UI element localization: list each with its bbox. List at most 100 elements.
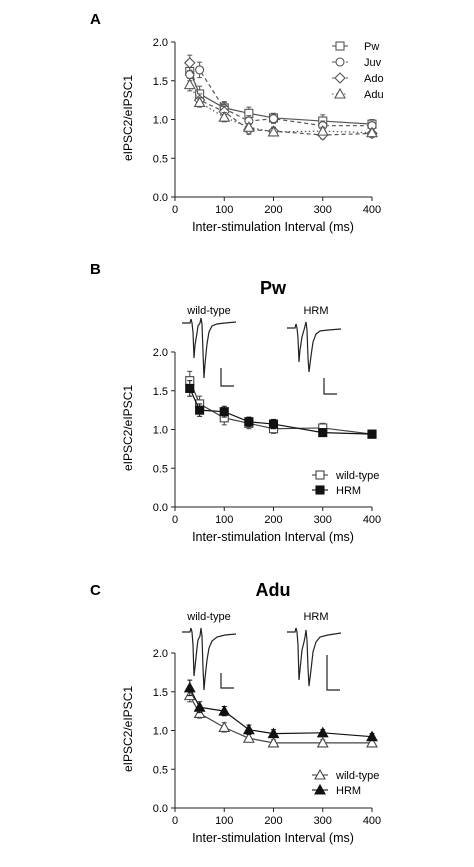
panel-b-series-line: [189, 380, 373, 435]
panel-c-title: Adu: [256, 580, 291, 600]
panel-a: A 0.0 0.5 1.0 1.5 2.0 0 100 200 300 400 eIPSC2/eI…: [90, 11, 384, 234]
legend-marker-pw: [335, 41, 345, 51]
panel-b-data-point: [367, 429, 377, 439]
panel-c-data-point: [366, 736, 378, 748]
panel-b-wildtype-trace: [182, 317, 237, 379]
panel-c-traces: [182, 627, 342, 691]
panel-c-data-point: [218, 704, 231, 716]
legend-marker-wild-type: [315, 470, 325, 480]
panel-c-series-hrm: [183, 679, 378, 742]
panel-a-data-point: [268, 114, 279, 124]
legend-label-ado: Ado: [364, 73, 384, 85]
panel-c-series-line: [189, 687, 373, 738]
panel-b-title: Pw: [260, 278, 287, 298]
panel-b-x-tick-label: 0: [172, 514, 178, 526]
panel-c-x-tick-label: 300: [314, 815, 332, 827]
panel-a-y-tick-label: 1.5: [153, 76, 168, 88]
panel-c-trace-label-hrm: HRM: [303, 611, 328, 623]
panel-b-y-tick-label: 1.0: [153, 425, 168, 437]
panel-b-trace-label-wildtype: wild-type: [186, 305, 230, 317]
panel-a-series-line: [189, 62, 373, 136]
panel-a-xlabel: Inter-stimulation Interval (ms): [192, 220, 354, 234]
legend-marker-juv: [335, 57, 345, 67]
panel-a-series-juv: [185, 61, 377, 131]
panel-c-axes: 0.0 0.5 1.0 1.5 2.0 0 100 200 300 400: [153, 648, 381, 827]
panel-c-x-tick-label: 0: [172, 815, 178, 827]
panel-c-legend: wild-type HRM: [312, 768, 379, 797]
legend-marker-hrm: [315, 485, 325, 495]
panel-a-x-tick-label: 400: [363, 204, 381, 216]
panel-c-y-tick-label: 0.0: [153, 803, 168, 815]
panel-a-y-tick-label: 0.5: [153, 153, 168, 165]
panel-a-data-point: [242, 121, 255, 132]
panel-c-x-tick-label: 200: [264, 815, 282, 827]
panel-c-x-tick-label: 100: [215, 815, 233, 827]
panel-b-trace-label-hrm: HRM: [303, 305, 328, 317]
panel-c-y-tick-label: 1.0: [153, 726, 168, 738]
panel-b-axes: 0.0 0.5 1.0 1.5 2.0 0 100 200 300 400: [153, 347, 381, 526]
panel-b-series-hrm: [185, 380, 377, 439]
panel-b-xlabel: Inter-stimulation Interval (ms): [192, 530, 354, 544]
panel-c-data-point: [242, 732, 255, 743]
legend-label-hrm-b: HRM: [336, 485, 361, 497]
panel-c-data-point: [267, 727, 280, 739]
panel-b-data-point: [195, 405, 205, 415]
panel-a-y-tick-label: 1.0: [153, 115, 168, 127]
panel-a-data-point: [267, 125, 280, 137]
panel-c-xlabel: Inter-stimulation Interval (ms): [192, 831, 354, 845]
panel-b: B Pw wild-type HRM 0.0 0.5 1.0 1.5 2.0 0 100 20…: [90, 261, 381, 544]
panel-a-data-point: [195, 65, 205, 75]
legend-label-wildtype-c: wild-type: [335, 770, 379, 782]
panel-b-wildtype-scalebar: [220, 368, 234, 387]
legend-label-pw: Pw: [364, 41, 379, 53]
panel-c-y-tick-label: 1.5: [153, 687, 168, 699]
panel-c-wildtype-scalebar: [220, 673, 234, 689]
panel-a-label: A: [90, 11, 101, 28]
panel-a-x-tick-label: 200: [264, 204, 282, 216]
panel-c-y-tick-label: 0.5: [153, 764, 168, 776]
panel-c-data-point: [316, 726, 329, 738]
legend-label-wildtype-b: wild-type: [335, 470, 379, 482]
panel-b-traces: [182, 317, 342, 395]
panel-c-ylabel: eIPSC2/eIPSC1: [121, 686, 135, 772]
panel-b-y-tick-label: 2.0: [153, 347, 168, 359]
panel-b-data-point: [244, 417, 254, 427]
panel-a-y-tick-label: 0.0: [153, 192, 168, 204]
panel-b-ylabel: eIPSC2/eIPSC1: [121, 385, 135, 471]
panel-c-data-point: [267, 736, 280, 748]
panel-a-legend: Pw Juv Ado Adu: [332, 41, 384, 101]
panel-b-y-tick-label: 1.5: [153, 386, 168, 398]
panel-b-data-point: [185, 383, 195, 393]
panel-b-data-point: [318, 428, 328, 438]
panel-a-series-adu: [183, 77, 378, 138]
panel-b-x-tick-label: 300: [314, 514, 332, 526]
panel-c-x-tick-label: 400: [363, 815, 381, 827]
panel-a-axes: 0.0 0.5 1.0 1.5 2.0 0 100 200 300 400: [153, 37, 381, 216]
legend-label-adu: Adu: [364, 89, 384, 101]
panel-a-x-tick-label: 0: [172, 204, 178, 216]
panel-b-series-wild-type: [185, 370, 377, 439]
panel-b-x-tick-label: 100: [215, 514, 233, 526]
panel-a-x-tick-label: 300: [314, 204, 332, 216]
panel-c-data-point: [242, 723, 255, 735]
panel-b-hrm-trace: [287, 321, 342, 373]
panel-c-trace-label-wildtype: wild-type: [186, 611, 230, 623]
panel-a-y-tick-label: 2.0: [153, 37, 168, 49]
panel-a-series-pw: [185, 61, 377, 130]
panel-a-data-point: [183, 57, 196, 69]
panel-c-data-point: [366, 730, 378, 742]
panel-b-label: B: [90, 261, 101, 278]
panel-c-wildtype-trace: [182, 627, 237, 691]
panel-c: C Adu wild-type HRM 0.0 0.5 1.0 1.5 2.0 0 100 2…: [90, 580, 381, 845]
legend-marker-adu: [334, 87, 346, 99]
panel-c-y-tick-label: 2.0: [153, 648, 168, 660]
panel-c-hrm-trace: [287, 627, 342, 687]
panel-b-data-point: [219, 407, 229, 417]
panel-b-x-tick-label: 200: [264, 514, 282, 526]
legend-marker-wild-type: [314, 768, 326, 780]
panel-a-x-tick-label: 100: [215, 204, 233, 216]
panel-a-data-point: [366, 126, 378, 138]
panel-b-y-tick-label: 0.5: [153, 463, 168, 475]
panel-b-hrm-scalebar: [323, 378, 337, 395]
panel-c-data-point: [193, 701, 206, 712]
